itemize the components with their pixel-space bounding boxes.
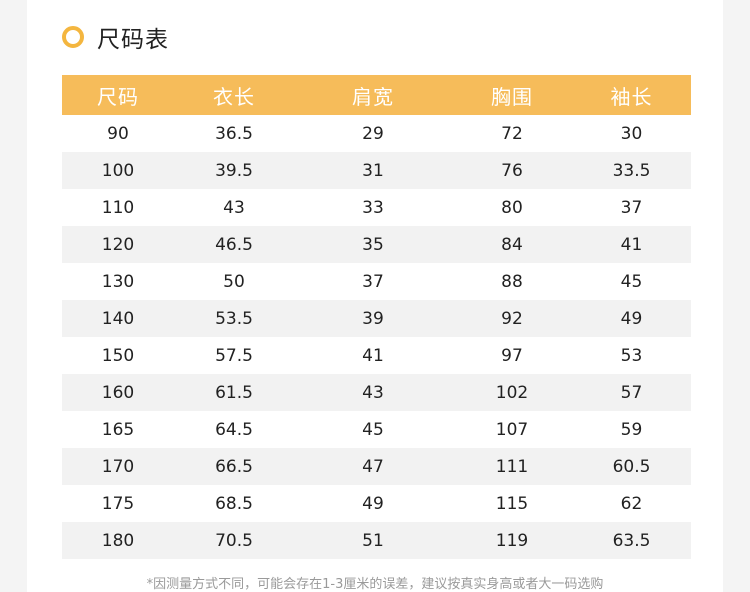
length-cell: 61.5 — [215, 382, 253, 403]
chest-cell: 92 — [501, 308, 523, 329]
length-cell: 39.5 — [215, 160, 253, 181]
length-cell: 36.5 — [215, 123, 253, 144]
chest-cell: 88 — [501, 271, 523, 292]
chest-cell: 107 — [495, 419, 529, 440]
sleeve-cell: 57 — [620, 382, 643, 403]
sleeve-cell: 37 — [620, 197, 643, 218]
column-header-sleeve: 袖长 — [610, 84, 653, 109]
sleeve-cell: 33.5 — [612, 160, 651, 181]
sleeve-cell: 59 — [620, 419, 643, 440]
length-cell: 57.5 — [215, 345, 253, 366]
sleeve-cell: 30 — [620, 123, 643, 144]
length-cell: 68.5 — [215, 493, 253, 514]
table-row: 175 68.5 49 115 62 — [62, 485, 691, 522]
shoulder-cell: 47 — [362, 456, 384, 477]
sleeve-cell: 49 — [620, 308, 643, 329]
size-cell: 160 — [101, 382, 135, 403]
size-table: 尺码 衣长 肩宽 胸围 袖长 90 36.5 29 72 30 100 39.5 31 76 33… — [62, 75, 691, 559]
sleeve-cell: 45 — [620, 271, 643, 292]
column-header-size: 尺码 — [97, 84, 139, 109]
shoulder-cell: 29 — [362, 123, 384, 144]
chest-cell: 72 — [501, 123, 523, 144]
size-cell: 130 — [101, 271, 135, 292]
shoulder-cell: 41 — [362, 345, 384, 366]
table-row: 150 57.5 41 97 53 — [62, 337, 691, 374]
length-cell: 53.5 — [215, 308, 253, 329]
size-cell: 110 — [101, 197, 135, 218]
table-row: 120 46.5 35 84 41 — [62, 226, 691, 263]
length-cell: 70.5 — [215, 530, 253, 551]
shoulder-cell: 43 — [362, 382, 384, 403]
sleeve-cell: 63.5 — [612, 530, 651, 551]
column-header-length: 衣长 — [213, 84, 255, 109]
shoulder-cell: 31 — [362, 160, 384, 181]
size-cell: 170 — [101, 456, 135, 477]
size-cell: 180 — [101, 530, 135, 551]
sleeve-cell: 60.5 — [612, 456, 651, 477]
section-heading: 尺码表 — [62, 20, 169, 54]
table-row: 140 53.5 39 92 49 — [62, 300, 691, 337]
chest-cell: 102 — [495, 382, 529, 403]
length-cell: 66.5 — [215, 456, 253, 477]
length-cell: 46.5 — [215, 234, 253, 255]
column-header-shoulder: 肩宽 — [352, 84, 394, 109]
chest-cell: 115 — [495, 493, 529, 514]
chest-cell: 111 — [495, 456, 529, 477]
table-row: 170 66.5 47 111 60.5 — [62, 448, 691, 485]
size-cell: 90 — [107, 123, 129, 144]
table-header: 尺码 衣长 肩宽 胸围 袖长 — [62, 75, 691, 115]
page-title: 尺码表 — [97, 27, 169, 53]
length-cell: 64.5 — [215, 419, 253, 440]
shoulder-cell: 39 — [362, 308, 384, 329]
table-row: 90 36.5 29 72 30 — [62, 115, 691, 152]
shoulder-cell: 45 — [362, 419, 384, 440]
size-cell: 175 — [101, 493, 135, 514]
size-cell: 150 — [101, 345, 135, 366]
sleeve-cell: 41 — [620, 234, 643, 255]
circle-bullet-icon — [62, 26, 84, 48]
sleeve-cell: 62 — [620, 493, 643, 514]
chest-cell: 119 — [495, 530, 529, 551]
shoulder-cell: 51 — [362, 530, 384, 551]
length-cell: 50 — [223, 271, 245, 292]
shoulder-cell: 35 — [362, 234, 384, 255]
table-row: 180 70.5 51 119 63.5 — [62, 522, 691, 559]
column-header-chest: 胸围 — [491, 84, 533, 109]
footnote: *因测量方式不同，可能会存在1-3厘米的误差，建议按真实身高或者大一码选购 — [146, 577, 604, 592]
table-row: 100 39.5 31 76 33.5 — [62, 152, 691, 189]
chest-cell: 97 — [501, 345, 523, 366]
shoulder-cell: 37 — [362, 271, 384, 292]
shoulder-cell: 33 — [362, 197, 384, 218]
sleeve-cell: 53 — [620, 345, 643, 366]
length-cell: 43 — [223, 197, 245, 218]
table-row: 165 64.5 45 107 59 — [62, 411, 691, 448]
table-row: 110 43 33 80 37 — [62, 189, 691, 226]
size-cell: 140 — [101, 308, 135, 329]
chest-cell: 84 — [501, 234, 523, 255]
size-cell: 120 — [101, 234, 135, 255]
size-cell: 165 — [101, 419, 135, 440]
size-cell: 100 — [101, 160, 135, 181]
table-row: 160 61.5 43 102 57 — [62, 374, 691, 411]
chest-cell: 80 — [501, 197, 523, 218]
shoulder-cell: 49 — [362, 493, 384, 514]
table-body: 90 36.5 29 72 30 100 39.5 31 76 33.5 110 43 33 80 37 12… — [62, 115, 691, 559]
chest-cell: 76 — [501, 160, 523, 181]
table-row: 130 50 37 88 45 — [62, 263, 691, 300]
